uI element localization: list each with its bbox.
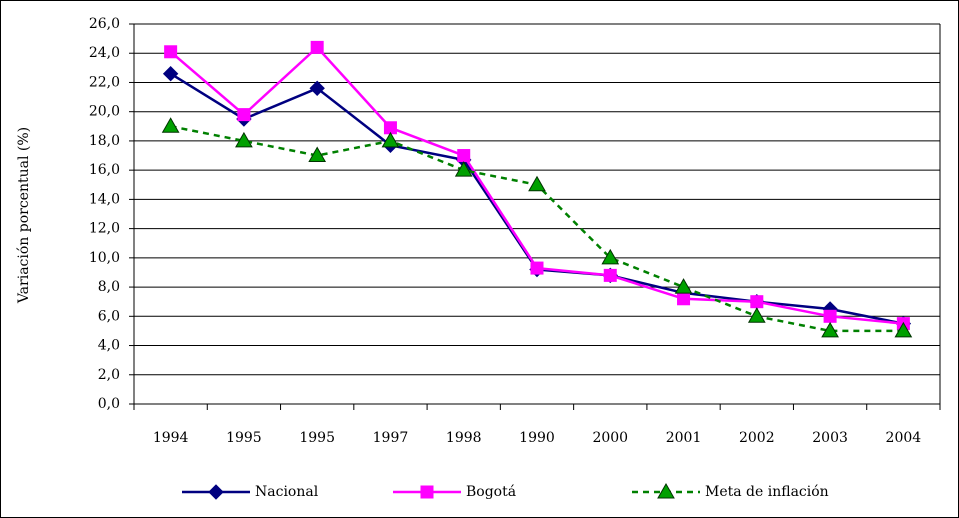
x-tick-label: 2003: [812, 430, 848, 446]
x-tick-label: 1998: [446, 430, 482, 446]
y-tick-label: 4,0: [98, 338, 120, 354]
marker: [457, 149, 471, 163]
y-tick-label: 2,0: [98, 367, 120, 383]
x-tick-label: 1995: [226, 430, 262, 446]
x-tick-label: 2004: [886, 430, 922, 446]
legend-marker: [657, 482, 675, 499]
marker: [310, 40, 324, 54]
legend-label: Meta de inflación: [705, 484, 829, 500]
marker: [677, 292, 691, 306]
y-tick-label: 6,0: [98, 308, 120, 324]
x-tick-label: 2002: [739, 430, 775, 446]
marker: [164, 45, 178, 59]
y-tick-label: 18,0: [89, 133, 120, 149]
marker: [823, 309, 837, 323]
y-tick-label: 12,0: [89, 221, 120, 237]
marker: [309, 80, 325, 97]
x-tick-label: 1994: [153, 430, 189, 446]
marker: [528, 175, 546, 192]
marker: [162, 65, 179, 82]
y-tick-label: 0,0: [98, 396, 120, 412]
y-tick-label: 24,0: [89, 45, 120, 61]
y-tick-label: 14,0: [89, 191, 120, 207]
marker: [603, 268, 617, 282]
marker: [237, 108, 251, 122]
y-axis-label: Variación porcentual (%): [16, 127, 32, 304]
marker: [601, 248, 620, 265]
y-tick-label: 8,0: [98, 279, 120, 295]
y-tick-label: 10,0: [89, 250, 120, 266]
x-tick-label: 2001: [666, 430, 702, 446]
marker: [454, 161, 473, 177]
legend-marker: [208, 484, 224, 500]
y-tick-label: 26,0: [89, 16, 120, 32]
marker: [381, 131, 400, 148]
y-tick-label: 20,0: [89, 104, 120, 120]
legend-label: Nacional: [255, 484, 319, 500]
x-tick-label: 1995: [299, 430, 335, 446]
x-tick-label: 1997: [373, 430, 409, 446]
marker: [674, 278, 693, 294]
y-tick-label: 16,0: [89, 162, 120, 178]
x-tick-label: 1990: [519, 430, 555, 446]
marker: [308, 146, 327, 163]
y-tick-label: 22,0: [89, 74, 120, 90]
marker: [235, 131, 253, 148]
x-tick-label: 2000: [592, 430, 628, 446]
marker: [161, 117, 180, 133]
marker: [750, 295, 764, 309]
marker: [530, 261, 544, 275]
marker: [894, 321, 913, 338]
legend-marker: [420, 485, 434, 499]
marker: [821, 321, 839, 338]
legend-label: Bogotá: [466, 484, 516, 500]
marker: [747, 307, 766, 323]
